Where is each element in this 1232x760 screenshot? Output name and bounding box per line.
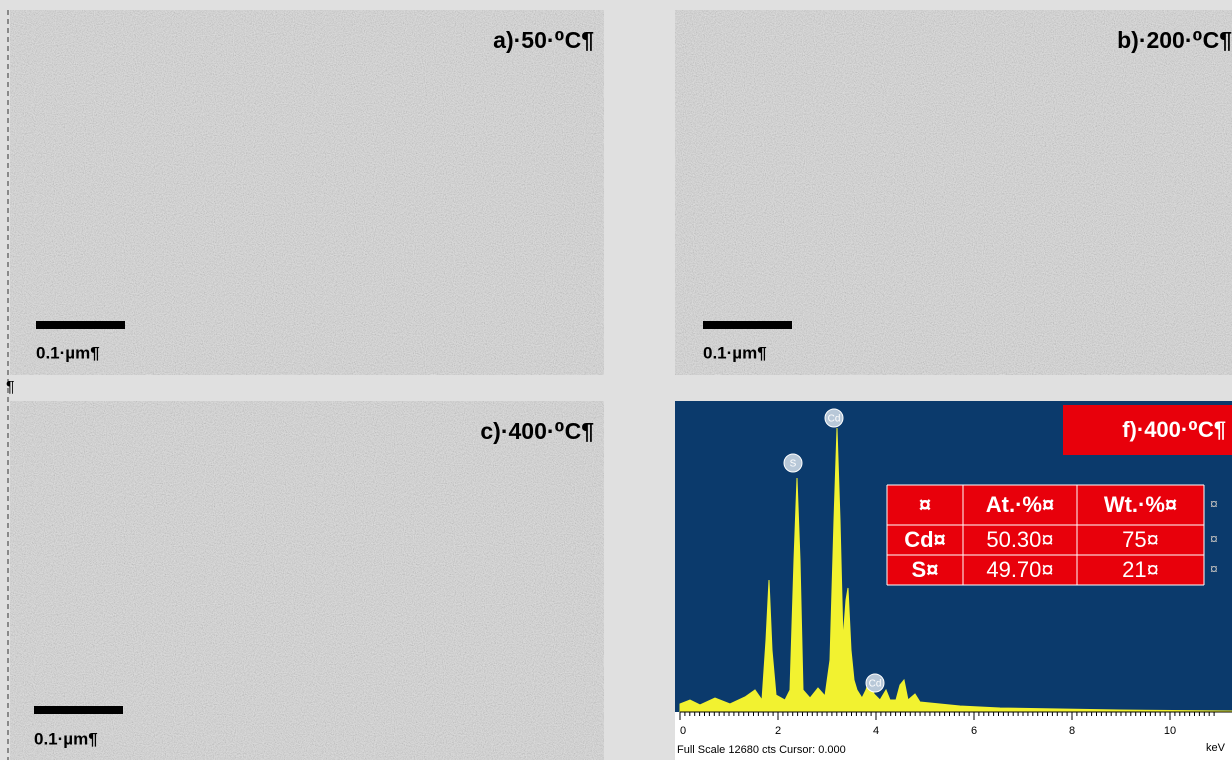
end-mark: ¤	[1210, 561, 1218, 577]
data-table: ¤ At.·%¤ Wt.·%¤ Cd¤ 50.30¤ 75¤ S¤ 49.70¤ 21¤ ¤ ¤ ¤	[887, 485, 1218, 585]
sem-image	[675, 10, 1232, 375]
scale-bar	[34, 706, 123, 714]
table-cell: 49.70¤	[986, 557, 1053, 582]
sem-image	[10, 10, 604, 375]
panel-label: b)·200·⁰C¶	[1117, 27, 1232, 53]
sem-panel: c)·400·⁰C¶ 0.1·µm¶	[10, 401, 604, 760]
scale-bar	[36, 321, 125, 329]
tick-label: 10	[1164, 725, 1176, 737]
tick-label: 0	[680, 725, 686, 737]
panel-label: a)·50·⁰C¶	[493, 27, 594, 53]
sem-panel: a)·50·⁰C¶ 0.1·µm¶	[10, 10, 604, 375]
paragraph-mark: ¶	[6, 379, 15, 396]
panel-label: f)·400·⁰C¶	[1122, 417, 1226, 442]
tick-label: 2	[775, 725, 781, 737]
sem-panel: b)·200·⁰C¶ 0.1·µm¶	[675, 10, 1232, 375]
table-cell: Wt.·%¤	[1104, 492, 1177, 517]
tick-label: 8	[1069, 725, 1075, 737]
status-line: Full Scale 12680 cts Cursor: 0.000	[677, 744, 846, 756]
table-cell: At.·%¤	[986, 492, 1054, 517]
scale-bar	[703, 321, 792, 329]
peak-label: S	[790, 459, 797, 470]
axis-unit: keV	[1206, 742, 1226, 754]
table-cell: S¤	[912, 557, 939, 582]
scale-bar-label: 0.1·µm¶	[34, 729, 98, 748]
panel-label: c)·400·⁰C¶	[480, 418, 594, 444]
table-cell: 21¤	[1122, 557, 1159, 582]
table-cell: 50.30¤	[986, 527, 1053, 552]
scale-bar-label: 0.1·µm¶	[703, 343, 767, 362]
end-mark: ¤	[1210, 531, 1218, 547]
scale-bar-label: 0.1·µm¶	[36, 343, 100, 362]
end-mark: ¤	[1210, 496, 1218, 512]
tick-label: 6	[971, 725, 977, 737]
table-cell: Cd¤	[904, 527, 946, 552]
peak-label: Cd	[869, 679, 882, 690]
tick-label: 4	[873, 725, 879, 737]
page: ¶ a)·50·⁰C¶ 0.1·µm¶ b)·200·⁰C¶ 0.1·µm¶ c…	[0, 0, 1232, 760]
eds-spectrum: S Cd Cd keV Full Scale 12680 cts Cursor:…	[675, 401, 1232, 760]
peak-label: Cd	[828, 414, 841, 425]
table-cell: ¤	[919, 492, 931, 517]
table-cell: 75¤	[1122, 527, 1159, 552]
